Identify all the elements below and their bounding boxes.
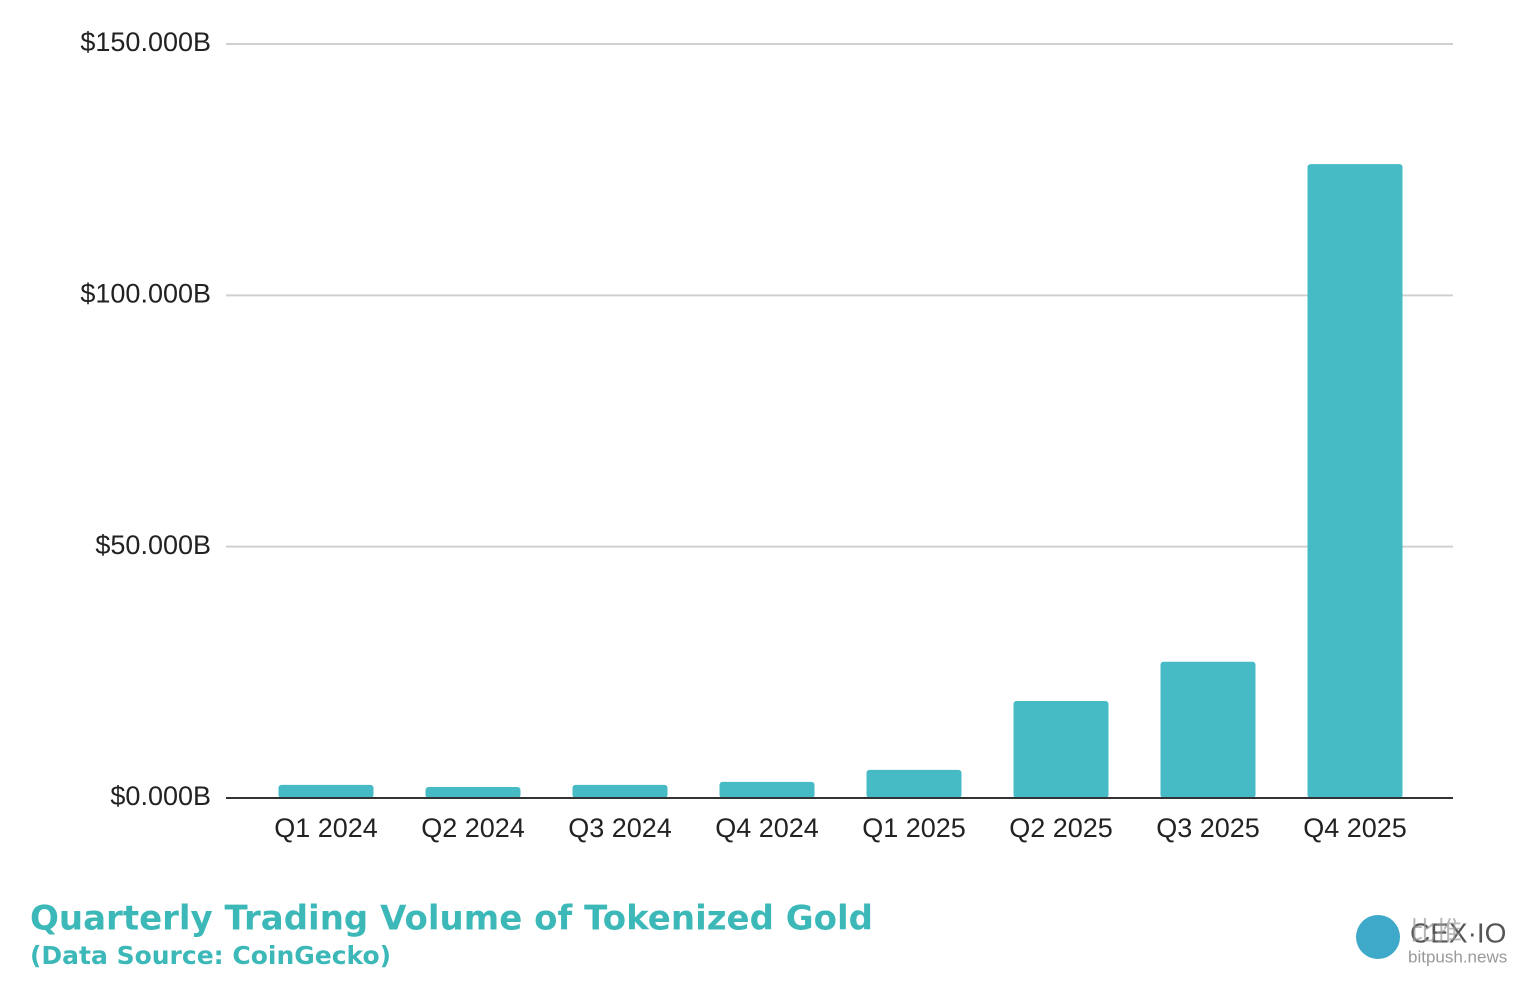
y-tick-label: $100.000B [80,278,211,308]
x-tick-label: Q2 2024 [421,813,525,843]
logo: CEX·IO 比推 bitpush.news [1356,915,1507,966]
watermark: bitpush.news [1408,947,1507,966]
x-tick-label: Q1 2025 [862,813,966,843]
y-tick-label: $150.000B [80,27,211,57]
x-tick-label: Q2 2025 [1009,813,1113,843]
y-tick-label: $50.000B [95,530,211,560]
bar [1160,661,1256,798]
bar [719,781,815,798]
y-tick-label: $0.000B [110,781,211,811]
brand: CEX·IO [1410,917,1506,948]
chart-title: Quarterly Trading Volume of Tokenized Go… [30,899,873,939]
bar [866,769,962,798]
bar [278,784,374,798]
x-tick-label: Q4 2025 [1303,813,1407,843]
x-tick-label: Q3 2025 [1156,813,1260,843]
bar [425,786,521,798]
x-tick-label: Q4 2024 [715,813,819,843]
logo-icon [1356,915,1400,959]
x-tick-label: Q3 2024 [568,813,672,843]
bar [1013,700,1109,798]
bar [1307,164,1403,798]
bar [572,784,668,798]
chart-subtitle: (Data Source: CoinGecko) [30,941,391,970]
watermark: 比推 [1410,916,1462,946]
x-tick-label: Q1 2024 [274,813,378,843]
